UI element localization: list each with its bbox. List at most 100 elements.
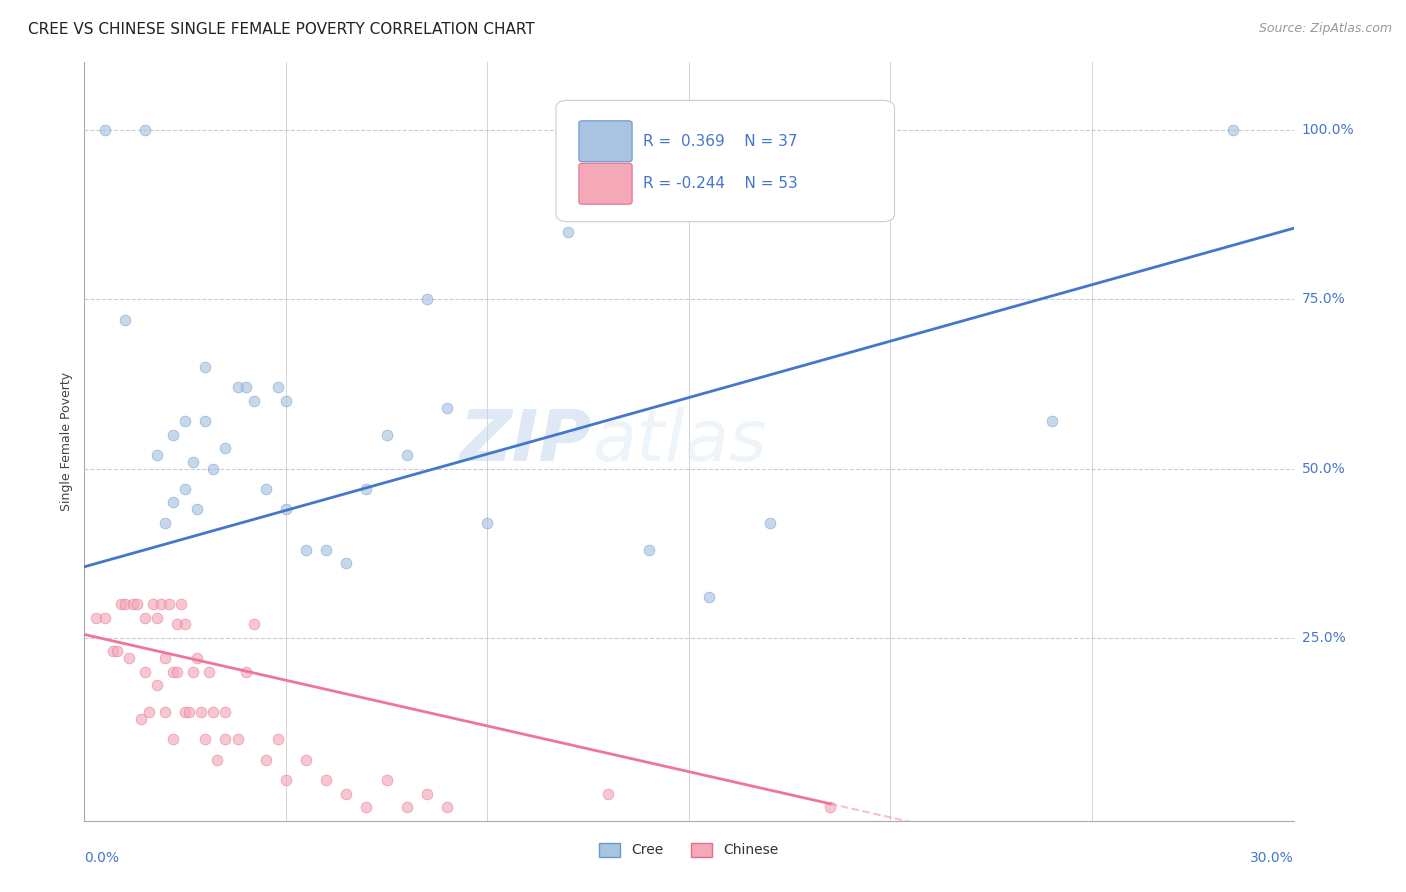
Point (118, 651, 141, 665)
Legend: Cree, Chinese: Cree, Chinese (593, 837, 785, 863)
Text: atlas: atlas (592, 407, 766, 476)
Point (153, 651, 176, 665)
Point (170, 597, 193, 611)
Point (146, 448, 169, 462)
Point (1040, 414, 1063, 428)
Point (315, 542, 337, 557)
Point (114, 312, 136, 326)
Point (157, 597, 180, 611)
Point (254, 482, 277, 496)
FancyBboxPatch shape (579, 120, 633, 161)
Point (134, 610, 156, 624)
Point (162, 495, 184, 509)
Point (146, 678, 169, 692)
Text: Source: ZipAtlas.com: Source: ZipAtlas.com (1258, 22, 1392, 36)
Text: 30.0%: 30.0% (1250, 851, 1294, 865)
Point (166, 617, 188, 632)
Point (274, 772, 297, 787)
Point (202, 706, 225, 720)
Point (86, 610, 108, 624)
Text: 0.0%: 0.0% (84, 851, 120, 865)
Point (254, 753, 277, 767)
Point (267, 380, 290, 394)
Point (375, 772, 398, 787)
FancyBboxPatch shape (579, 163, 633, 204)
Point (637, 542, 659, 557)
Point (93, 123, 115, 137)
Point (242, 393, 264, 408)
Point (214, 732, 236, 747)
Point (295, 542, 318, 557)
Point (477, 516, 499, 530)
Point (174, 706, 197, 720)
Point (166, 665, 188, 679)
Text: ZIP: ZIP (460, 407, 592, 476)
FancyBboxPatch shape (555, 100, 894, 221)
Text: 100.0%: 100.0% (1302, 123, 1354, 137)
Text: 50.0%: 50.0% (1302, 462, 1346, 475)
Point (134, 665, 156, 679)
Point (194, 414, 217, 428)
Y-axis label: Single Female Poverty: Single Female Poverty (60, 372, 73, 511)
Point (416, 293, 439, 307)
Point (242, 617, 264, 632)
Point (105, 644, 128, 658)
Point (101, 644, 124, 658)
Point (697, 591, 720, 605)
Point (110, 597, 132, 611)
Point (93, 610, 115, 624)
Text: 25.0%: 25.0% (1302, 631, 1346, 645)
Point (125, 597, 148, 611)
Point (235, 380, 257, 394)
Point (557, 225, 579, 239)
Point (375, 427, 398, 442)
Point (179, 706, 201, 720)
Point (1222, 123, 1244, 137)
Point (758, 516, 780, 530)
Point (598, 787, 620, 801)
Point (194, 732, 217, 747)
Point (149, 597, 172, 611)
Point (190, 706, 212, 720)
Point (226, 380, 249, 394)
Point (174, 482, 197, 496)
Point (162, 427, 184, 442)
Point (129, 712, 152, 726)
Point (395, 800, 418, 814)
Text: R = -0.244    N = 53: R = -0.244 N = 53 (643, 177, 797, 191)
Text: CREE VS CHINESE SINGLE FEMALE POVERTY CORRELATION CHART: CREE VS CHINESE SINGLE FEMALE POVERTY CO… (28, 22, 534, 37)
Point (142, 597, 165, 611)
Point (138, 706, 160, 720)
Point (162, 665, 184, 679)
Point (194, 360, 217, 375)
Point (181, 665, 204, 679)
Point (436, 800, 458, 814)
Point (226, 732, 249, 747)
Point (186, 651, 208, 665)
Point (335, 787, 357, 801)
Point (207, 753, 229, 767)
Point (153, 706, 176, 720)
Point (181, 455, 204, 469)
Point (335, 557, 357, 571)
Point (214, 442, 236, 456)
Point (267, 732, 290, 747)
Point (146, 610, 169, 624)
Text: 75.0%: 75.0% (1302, 293, 1346, 306)
Point (202, 461, 225, 475)
Point (274, 502, 297, 516)
Point (198, 665, 221, 679)
Point (174, 617, 197, 632)
Point (114, 597, 136, 611)
Point (186, 502, 208, 516)
Point (214, 706, 236, 720)
Point (174, 414, 197, 428)
Point (134, 123, 156, 137)
Text: R =  0.369    N = 37: R = 0.369 N = 37 (643, 134, 797, 149)
Point (162, 732, 184, 747)
Point (121, 597, 143, 611)
Point (315, 772, 337, 787)
Point (416, 787, 439, 801)
Point (235, 665, 257, 679)
Point (356, 800, 378, 814)
